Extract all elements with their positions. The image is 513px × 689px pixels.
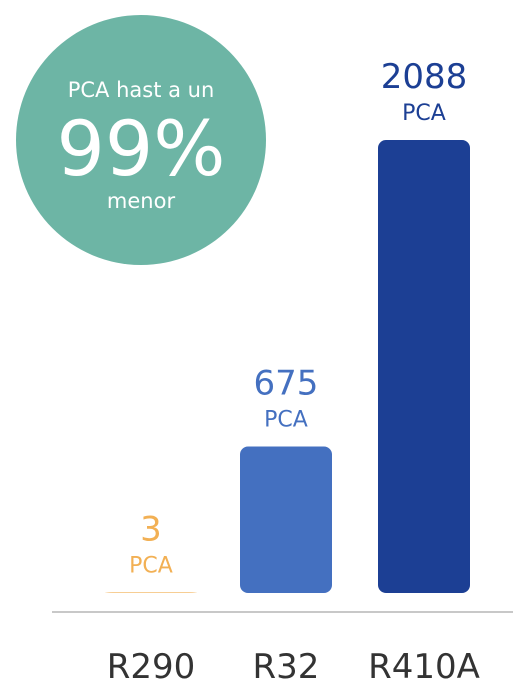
value-unit: PCA	[264, 408, 308, 433]
x-tick-label: R290	[107, 647, 196, 687]
value-unit: PCA	[402, 101, 446, 126]
bar	[240, 446, 332, 593]
value-unit: PCA	[129, 553, 173, 578]
badge-line3: menor	[107, 189, 176, 213]
bar	[105, 592, 197, 593]
value-label: 2088	[381, 57, 468, 97]
bar	[378, 140, 470, 593]
x-tick-label: R32	[253, 647, 320, 687]
x-tick-label: R410A	[368, 647, 480, 687]
badge-circle	[16, 15, 266, 265]
value-label: 675	[254, 364, 319, 404]
badge-line1: PCA hast a un	[68, 78, 215, 102]
value-label: 3	[140, 509, 162, 549]
badge-big: 99%	[57, 104, 226, 193]
